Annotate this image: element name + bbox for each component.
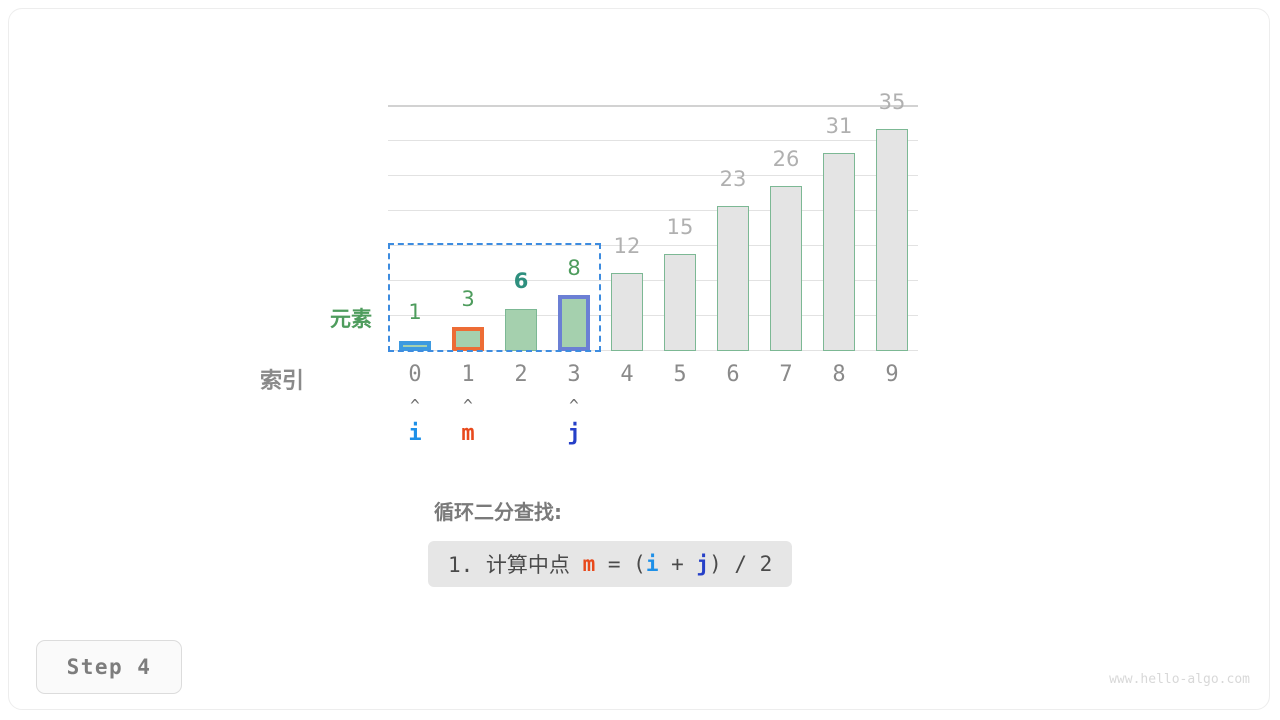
- formula-var-j: j: [696, 552, 710, 576]
- bar-index-4[interactable]: [611, 273, 643, 351]
- caret-icon-i: ^: [410, 396, 420, 415]
- bar-index-7[interactable]: [770, 186, 802, 351]
- index-label-3: 3: [567, 362, 581, 387]
- index-label-8: 8: [832, 362, 846, 387]
- pointer-label-i: i: [408, 421, 422, 446]
- value-label-7: 26: [772, 147, 800, 171]
- formula-suffix: ) / 2: [709, 552, 773, 576]
- bar-index-6[interactable]: [717, 206, 749, 351]
- index-label-2: 2: [514, 362, 528, 387]
- bar-index-8[interactable]: [823, 153, 855, 351]
- caret-icon-j: ^: [569, 396, 579, 415]
- bar-index-2[interactable]: [505, 309, 537, 351]
- formula-box: 1. 计算中点 m = (i + j) / 2: [428, 541, 793, 587]
- bar-index-0[interactable]: [399, 341, 431, 351]
- bar-index-1[interactable]: [452, 327, 484, 351]
- value-label-5: 15: [666, 215, 694, 239]
- gridline: [388, 280, 918, 281]
- chart-top-axis: [388, 105, 918, 107]
- value-label-1: 3: [461, 287, 475, 311]
- caption-heading: 循环二分查找:: [434, 500, 562, 524]
- formula-prefix: 1. 计算中点: [448, 553, 583, 577]
- index-label-6: 6: [726, 362, 740, 387]
- formula-var-m: m: [582, 552, 596, 576]
- formula-eq: = (: [595, 552, 646, 576]
- pointer-label-m: m: [461, 421, 475, 446]
- bar-index-5[interactable]: [664, 254, 696, 351]
- formula-var-i: i: [645, 552, 659, 576]
- caret-icon-m: ^: [463, 396, 473, 415]
- value-label-3: 8: [567, 256, 581, 280]
- index-label-1: 1: [461, 362, 475, 387]
- value-label-9: 35: [878, 90, 906, 114]
- search-range-box: [388, 243, 601, 352]
- gridline: [388, 210, 918, 211]
- row-label-elements: 元素: [330, 307, 372, 331]
- index-label-0: 0: [408, 362, 422, 387]
- step-badge: Step 4: [36, 640, 182, 694]
- formula-plus: +: [658, 552, 697, 576]
- gridline: [388, 140, 918, 141]
- value-label-8: 31: [825, 114, 853, 138]
- row-label-index: 索引: [259, 369, 304, 394]
- gridline: [388, 245, 918, 246]
- value-label-4: 12: [613, 234, 641, 258]
- index-label-4: 4: [620, 362, 634, 387]
- gridline: [388, 350, 918, 351]
- value-label-6: 23: [719, 167, 747, 191]
- value-label-2: 6: [513, 269, 529, 293]
- bar-index-9[interactable]: [876, 129, 908, 351]
- index-label-5: 5: [673, 362, 687, 387]
- gridline: [388, 315, 918, 316]
- watermark: www.hello-algo.com: [1109, 672, 1250, 687]
- value-label-0: 1: [408, 300, 422, 324]
- pointer-label-j: j: [567, 421, 581, 446]
- bar-index-3[interactable]: [558, 295, 590, 351]
- index-label-7: 7: [779, 362, 793, 387]
- bar-chart: [388, 105, 918, 351]
- page-card: [8, 8, 1270, 710]
- gridline: [388, 175, 918, 176]
- index-label-9: 9: [885, 362, 899, 387]
